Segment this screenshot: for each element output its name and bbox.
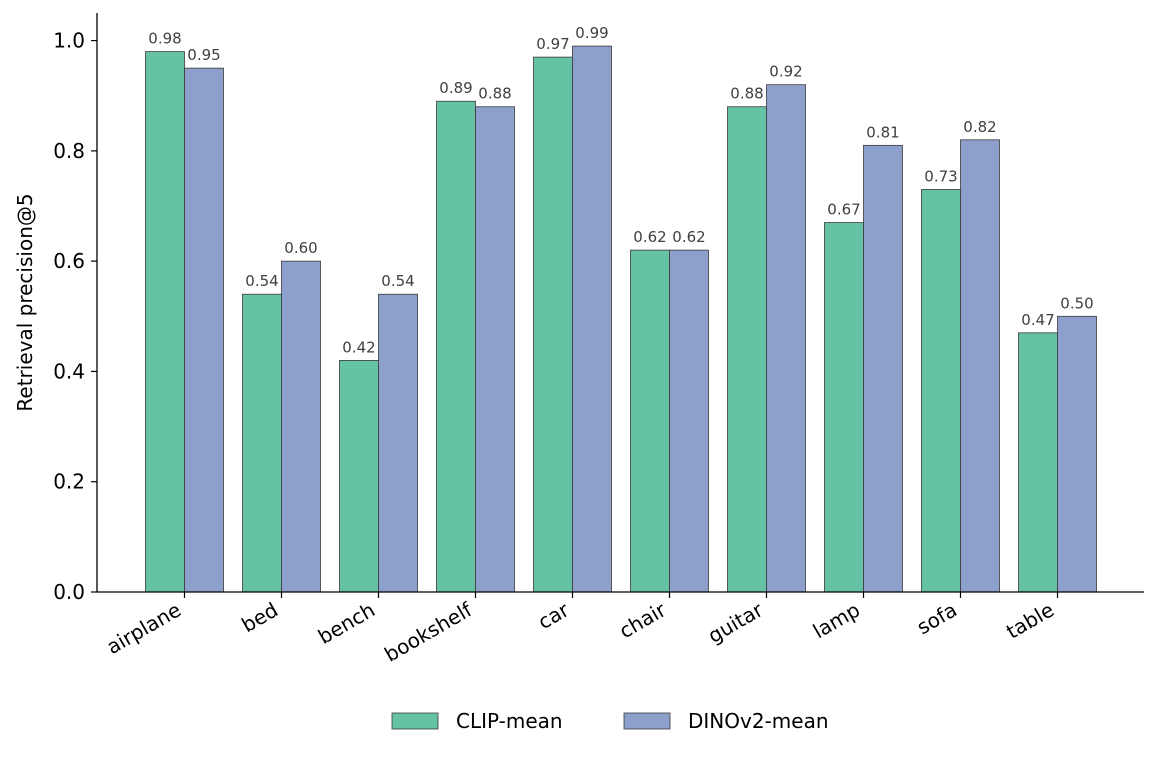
- data-label: 0.47: [1021, 311, 1054, 329]
- bar-clip-mean-bookshelf: [436, 100, 476, 593]
- data-label: 0.73: [924, 167, 957, 185]
- data-label: 0.42: [342, 338, 375, 356]
- y-tick-label: 0.2: [53, 470, 85, 494]
- data-label: 0.95: [187, 46, 220, 64]
- data-label: 0.89: [439, 79, 472, 97]
- data-label: 0.62: [672, 228, 705, 246]
- x-tick-label: table: [1002, 598, 1058, 644]
- bar-clip-mean-table: [1018, 332, 1058, 593]
- bar-dinov2-mean-airplane: [184, 67, 224, 593]
- x-axis: airplane bed bench bookshelf car chair guitar l…: [97, 591, 1144, 667]
- y-tick-label: 0.0: [53, 580, 85, 604]
- bar-dinov2-mean-bench: [378, 293, 418, 593]
- data-label: 0.92: [769, 63, 802, 81]
- bar-dinov2-mean-sofa: [960, 139, 1000, 593]
- legend-label-dinov2-mean: DINOv2-mean: [688, 709, 829, 733]
- x-tick-label: bookshelf: [380, 597, 477, 667]
- bar-clip-mean-sofa: [921, 189, 961, 593]
- bar-clip-mean-car: [533, 56, 573, 593]
- data-label: 0.82: [963, 118, 996, 136]
- x-tick-label: car: [534, 597, 574, 634]
- bar-clip-mean-lamp: [824, 222, 864, 593]
- bars-group: [145, 45, 1097, 593]
- bar-dinov2-mean-chair: [669, 249, 709, 593]
- legend-label-clip-mean: CLIP-mean: [456, 709, 563, 733]
- bar-dinov2-mean-car: [572, 45, 612, 593]
- data-label: 0.88: [730, 85, 763, 103]
- x-tick-label: lamp: [809, 598, 864, 644]
- bar-dinov2-mean-bed: [281, 260, 321, 593]
- x-tick-label: bed: [237, 598, 282, 638]
- bar-dinov2-mean-bookshelf: [475, 106, 515, 593]
- x-tick-label: bench: [314, 598, 379, 649]
- bar-dinov2-mean-guitar: [766, 84, 806, 593]
- bar-clip-mean-bench: [339, 359, 379, 593]
- y-axis-label: Retrieval precision@5: [13, 193, 37, 411]
- data-label: 0.50: [1060, 294, 1093, 312]
- y-tick-label: 1.0: [53, 29, 85, 53]
- legend-swatch-dinov2-mean: [623, 712, 671, 730]
- y-tick-label: 0.8: [53, 139, 85, 163]
- data-label: 0.54: [381, 272, 414, 290]
- legend-swatch-clip-mean: [391, 712, 439, 730]
- data-label: 0.81: [866, 123, 899, 141]
- data-label: 0.98: [148, 30, 181, 48]
- data-labels-group: 0.98 0.54 0.42 0.89 0.97 0.62 0.88 0.67 0.73 0.47…: [148, 24, 1093, 356]
- x-tick-label: sofa: [913, 598, 961, 640]
- data-label: 0.67: [827, 201, 860, 219]
- data-label: 0.60: [284, 239, 317, 257]
- data-label: 0.97: [536, 35, 569, 53]
- bar-clip-mean-guitar: [727, 106, 767, 593]
- x-tick-label: guitar: [704, 597, 768, 648]
- data-label: 0.54: [245, 272, 278, 290]
- x-tick-label: airplane: [102, 598, 185, 660]
- bar-clip-mean-airplane: [145, 51, 185, 593]
- x-tick-label: chair: [615, 597, 671, 643]
- legend: CLIP-mean DINOv2-mean: [391, 709, 829, 733]
- y-tick-label: 0.6: [53, 249, 85, 273]
- bar-dinov2-mean-lamp: [863, 144, 903, 593]
- bar-clip-mean-bed: [242, 293, 282, 593]
- data-label: 0.99: [575, 24, 608, 42]
- data-label: 0.62: [633, 228, 666, 246]
- bar-dinov2-mean-table: [1057, 315, 1097, 593]
- data-label: 0.88: [478, 85, 511, 103]
- y-axis: 0.0 0.2 0.4 0.6 0.8 1.0: [53, 13, 98, 604]
- bar-clip-mean-chair: [630, 249, 670, 593]
- y-tick-label: 0.4: [53, 359, 85, 383]
